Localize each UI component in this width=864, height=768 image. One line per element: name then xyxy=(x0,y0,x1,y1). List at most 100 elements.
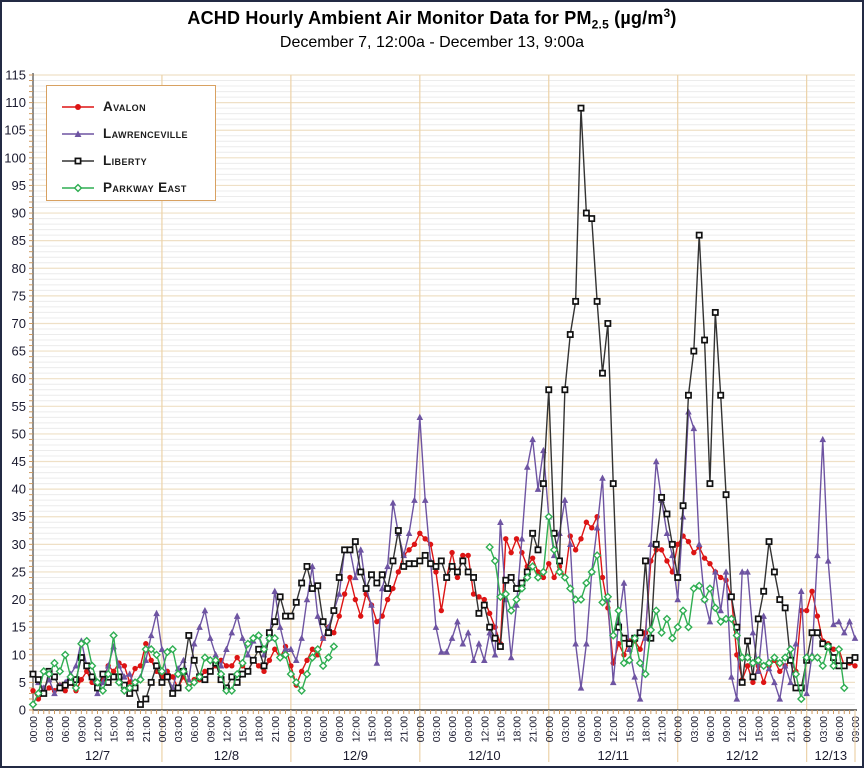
avalon-marker xyxy=(143,641,149,647)
avalon-marker xyxy=(433,569,439,575)
avalon-marker xyxy=(503,536,509,542)
lawrenceville-marker xyxy=(577,684,585,691)
liberty-marker xyxy=(475,609,483,617)
parkway-east-marker xyxy=(528,562,537,571)
avalon-marker xyxy=(707,560,713,567)
lawrenceville-marker xyxy=(223,645,230,652)
liberty-marker xyxy=(61,681,69,689)
x-axis-day-label: 12/7 xyxy=(85,748,110,763)
lawrenceville-marker xyxy=(491,651,499,658)
parkway-east-marker xyxy=(173,669,183,679)
liberty-marker xyxy=(389,557,397,565)
y-axis-label: 30 xyxy=(12,537,26,552)
liberty-marker xyxy=(437,557,445,565)
avalon-marker xyxy=(658,547,665,553)
avalon-marker xyxy=(121,663,128,669)
parkway-east-marker xyxy=(796,694,806,704)
parkway-east-marker xyxy=(291,678,301,687)
parkway-east-marker xyxy=(517,584,527,593)
parkway-east-marker xyxy=(711,603,720,613)
parkway-east-marker xyxy=(179,667,188,676)
parkway-east-marker xyxy=(60,650,70,660)
legend-label-avalon: Avalon xyxy=(103,99,146,114)
lawrenceville-marker xyxy=(760,612,767,619)
lawrenceville-marker xyxy=(712,568,719,575)
parkway-east-marker xyxy=(227,686,237,695)
parkway-east-marker xyxy=(120,686,129,695)
y-axis-label: 0 xyxy=(19,703,26,718)
liberty-marker xyxy=(507,574,515,581)
x-axis-time-label: 15:00 xyxy=(495,716,507,742)
liberty-marker xyxy=(34,676,42,684)
x-axis-time-label: 12:00 xyxy=(479,716,491,742)
liberty-marker xyxy=(770,568,778,576)
parkway-east-marker xyxy=(823,642,833,651)
avalon-marker xyxy=(529,555,536,561)
liberty-swatch-icon xyxy=(62,157,94,164)
liberty-marker xyxy=(368,571,375,579)
x-axis-time-label: 03:00 xyxy=(818,716,830,742)
parkway-east-marker xyxy=(657,628,666,637)
lawrenceville-marker xyxy=(846,618,853,625)
x-axis-time-label: 03:00 xyxy=(173,716,185,742)
parkway-east-marker xyxy=(184,683,194,693)
y-axis-label: 115 xyxy=(5,68,26,83)
liberty-marker xyxy=(781,604,789,612)
avalon-marker xyxy=(583,519,590,525)
liberty-marker xyxy=(529,529,537,537)
liberty-marker xyxy=(303,562,311,570)
x-axis-time-label: 12:00 xyxy=(221,716,233,742)
lawrenceville-marker xyxy=(303,595,311,603)
avalon-marker xyxy=(304,657,310,664)
liberty-marker xyxy=(153,662,161,670)
lawrenceville-marker xyxy=(787,678,794,686)
x-axis-time-label: 09:00 xyxy=(850,716,862,742)
lawrenceville-marker xyxy=(749,629,757,636)
liberty-marker xyxy=(77,654,85,661)
parkway-east-marker xyxy=(163,647,172,657)
liberty-marker xyxy=(599,369,606,377)
parkway-east-marker xyxy=(716,617,725,626)
liberty-marker xyxy=(163,673,171,681)
parkway-east-marker xyxy=(66,672,75,682)
parkway-east-marker xyxy=(764,658,774,668)
parkway-east-marker xyxy=(324,653,333,662)
x-axis-time-label: 21:00 xyxy=(657,716,669,742)
liberty-marker xyxy=(137,701,144,708)
avalon-marker xyxy=(717,574,724,581)
liberty-marker xyxy=(625,640,633,648)
lawrenceville-marker xyxy=(411,496,418,503)
liberty-marker xyxy=(260,662,268,670)
liberty-marker xyxy=(453,568,461,576)
lawrenceville-marker xyxy=(384,562,391,570)
avalon-marker xyxy=(572,547,579,553)
lawrenceville-marker xyxy=(212,651,219,658)
x-axis-time-label: 21:00 xyxy=(399,716,411,742)
lawrenceville-marker xyxy=(792,640,800,647)
parkway-east-marker xyxy=(77,639,86,649)
avalon-swatch-icon xyxy=(62,103,94,110)
x-axis-time-label: 00:00 xyxy=(415,716,427,742)
avalon-marker xyxy=(62,687,68,694)
y-axis-label: 40 xyxy=(12,482,26,497)
lawrenceville-marker xyxy=(609,678,617,686)
liberty-marker xyxy=(185,632,193,639)
x-axis-time-label: 03:00 xyxy=(560,716,572,742)
lawrenceville-marker xyxy=(94,689,101,697)
y-axis-label: 20 xyxy=(12,592,26,607)
liberty-marker xyxy=(443,574,451,581)
y-axis-label: 75 xyxy=(12,288,26,303)
lawrenceville-marker xyxy=(631,673,639,680)
y-axis-label: 80 xyxy=(12,261,26,276)
lawrenceville-marker xyxy=(626,645,633,652)
liberty-marker xyxy=(228,673,236,681)
lawrenceville-marker xyxy=(803,689,810,697)
avalon-marker xyxy=(508,549,514,556)
parkway-east-marker xyxy=(582,578,591,588)
parkway-east-marker xyxy=(200,653,210,662)
lawrenceville-marker xyxy=(497,518,504,525)
y-axis-label: 85 xyxy=(12,233,26,248)
parkway-east-marker xyxy=(700,595,709,604)
liberty-marker xyxy=(405,560,413,568)
avalon-marker xyxy=(234,654,240,661)
